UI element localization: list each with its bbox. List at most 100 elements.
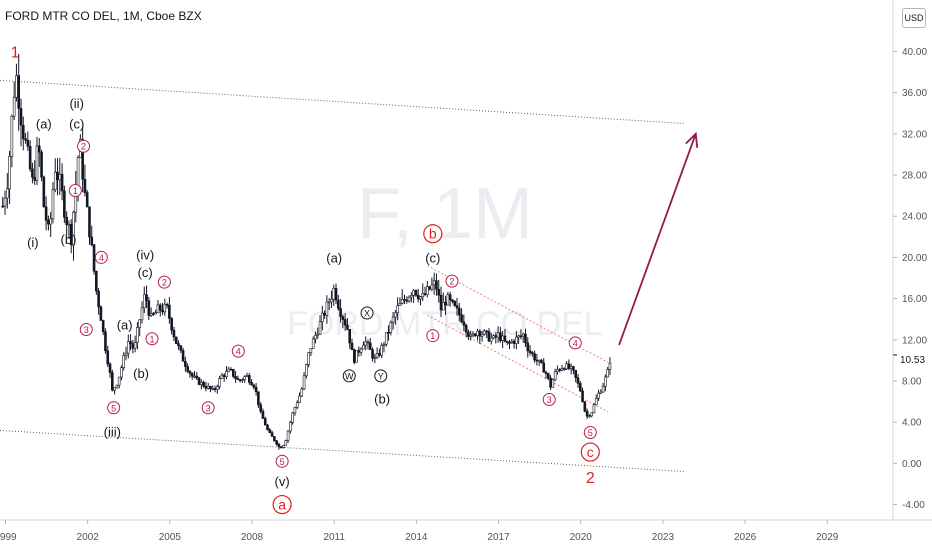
wave-label-circled: 1 — [430, 331, 435, 341]
wave-label-paren: (a) — [36, 117, 52, 132]
candle-body — [501, 335, 504, 341]
candle-body — [515, 336, 518, 344]
wave-label-paren: (iii) — [104, 424, 121, 439]
wave-circle-large — [580, 442, 600, 462]
candle-body — [174, 336, 178, 344]
wave-label-circled: 3 — [206, 403, 211, 413]
x-tick-label: 2026 — [734, 532, 757, 543]
candle-body — [76, 157, 80, 187]
candle-body — [149, 313, 153, 316]
watermark-symbol: F, 1M — [357, 174, 533, 254]
candle-body — [179, 345, 183, 351]
candle-body — [170, 318, 173, 331]
candle-body — [462, 321, 466, 326]
candle-body — [355, 350, 358, 363]
x-tick-label: 1999 — [0, 532, 17, 543]
candle-body — [524, 333, 527, 344]
candle-body — [494, 335, 498, 338]
candle-body — [131, 343, 135, 349]
candle-body — [394, 312, 397, 318]
x-tick-label: 2020 — [570, 532, 593, 543]
wave-label-circled: 3 — [547, 395, 552, 405]
candle-body — [49, 218, 52, 225]
wave-label-large: c — [587, 444, 594, 460]
candle-body — [117, 376, 121, 386]
candle-body — [421, 293, 425, 298]
channel-line — [0, 429, 685, 473]
candle-body — [576, 377, 580, 384]
wave-label-circled: 5 — [588, 428, 593, 438]
candle-body — [521, 333, 525, 337]
candle-body — [142, 294, 146, 309]
candle-body — [44, 206, 48, 221]
candle-body — [58, 173, 62, 181]
wave-circle — [157, 275, 171, 289]
last-price-label: 10.53 — [900, 355, 926, 366]
candle-body — [318, 321, 322, 335]
candle-body — [234, 376, 237, 379]
candle-body — [391, 316, 395, 323]
candle-body — [389, 322, 393, 333]
candle-body — [533, 353, 536, 361]
wave-label-circled: 2 — [162, 278, 167, 288]
candle-body — [186, 366, 189, 372]
candle-body — [204, 385, 208, 389]
candle-body — [311, 338, 315, 349]
candle-body — [24, 138, 27, 141]
candle-body — [492, 335, 495, 339]
candle-body — [444, 301, 447, 306]
candle-body — [227, 368, 231, 372]
candle-body — [346, 324, 349, 330]
candle-body — [67, 223, 71, 226]
candle-body — [350, 342, 354, 351]
y-tick-label: 32.00 — [902, 129, 927, 140]
candle-body — [430, 284, 434, 290]
candle-body — [553, 371, 557, 381]
channel-line — [0, 79, 685, 125]
candle-body — [549, 377, 552, 388]
candle-body — [65, 216, 68, 225]
candle-body — [368, 342, 372, 350]
candle-body — [158, 304, 162, 311]
candle-body — [366, 341, 370, 344]
wave-label-letter: W — [345, 371, 354, 381]
wave-circle — [79, 323, 93, 337]
candle-body — [261, 410, 265, 419]
candle-body — [439, 294, 443, 311]
candle-body — [542, 362, 546, 373]
candle-body — [163, 304, 167, 313]
candle-body — [407, 296, 411, 302]
y-tick-label: 36.00 — [902, 88, 927, 99]
candle-body — [489, 337, 493, 342]
candle-body — [188, 371, 192, 374]
projection-arrow-head — [685, 131, 699, 148]
candle-body — [3, 197, 7, 207]
currency-button[interactable]: USD — [902, 8, 926, 28]
candle-body — [245, 375, 249, 377]
wave-label-paren: (a) — [326, 250, 342, 265]
candle-body — [601, 385, 605, 393]
wave-label-circled: 4 — [573, 338, 578, 348]
candle-body — [437, 288, 441, 296]
candle-body — [578, 383, 582, 392]
candle-body — [606, 369, 609, 378]
candle-body — [202, 381, 205, 387]
candle-body — [503, 335, 507, 342]
candle-body — [140, 307, 144, 321]
candle-body — [1, 205, 5, 208]
wave-label-circled: 4 — [99, 253, 104, 263]
candle-body — [442, 301, 445, 311]
candle-body — [275, 440, 278, 445]
wave-circle-black — [342, 369, 356, 383]
candle-body — [17, 75, 21, 109]
candle-body — [211, 388, 215, 390]
candle-body — [133, 342, 137, 349]
candle-body — [101, 320, 105, 333]
candle-body — [284, 440, 288, 446]
candle-body — [236, 378, 240, 381]
candle-body — [471, 333, 475, 336]
candle-body — [254, 387, 258, 393]
candle-body — [519, 335, 523, 338]
candle-body — [480, 333, 484, 337]
